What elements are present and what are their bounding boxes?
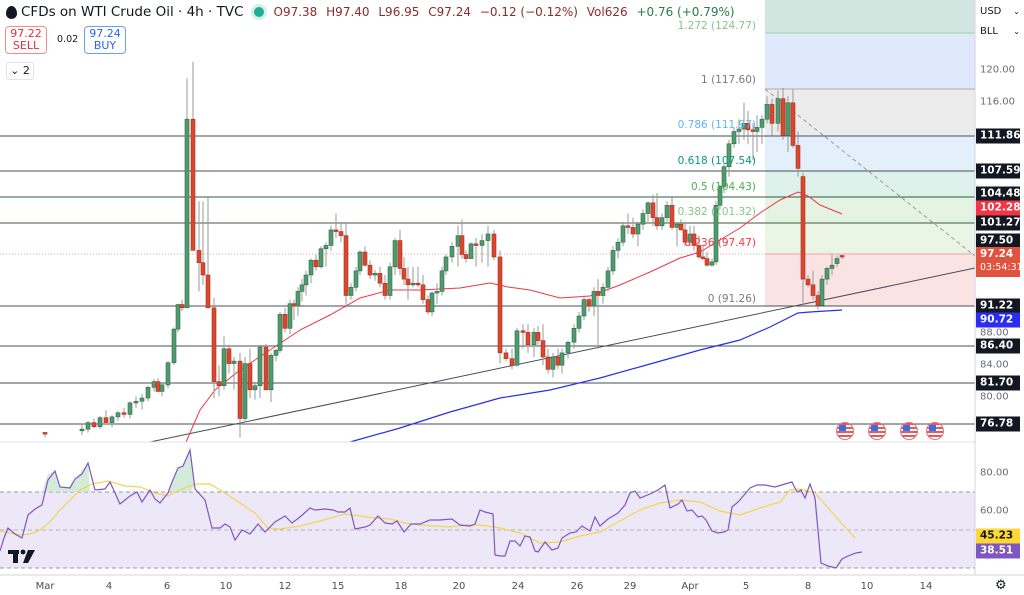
chevron-down-icon: ⌄ xyxy=(1013,27,1020,36)
price-tick-label: 120.00 xyxy=(980,64,1015,76)
rsi-value-tag: 38.51 xyxy=(976,543,1020,559)
chevron-down-icon: ⌄ xyxy=(10,64,20,77)
time-tick-label: 8 xyxy=(804,581,812,592)
us-flag-icon[interactable] xyxy=(836,422,854,440)
price-level-tag: 90.72 xyxy=(976,312,1020,328)
price-level-tag: 81.70 xyxy=(976,375,1020,391)
sell-price: 97.22 xyxy=(10,27,42,40)
tradingview-logo[interactable] xyxy=(8,548,38,569)
currency-selector[interactable]: USD ⌄ xyxy=(976,3,1024,21)
fib-level-label: 1 (117.60) xyxy=(701,74,756,86)
chevron-down-icon: ⌄ xyxy=(1013,7,1020,16)
low-value: L96.95 xyxy=(378,5,420,19)
last-price: 97.24 xyxy=(980,248,1014,260)
sell-label: SELL xyxy=(12,39,40,52)
time-tick-label: 20 xyxy=(452,581,466,592)
unit-label: BLL xyxy=(980,26,999,37)
price-level-tag: 101.27 xyxy=(976,215,1021,231)
sell-button[interactable]: 97.22 SELL xyxy=(5,26,47,54)
oil-drop-icon xyxy=(6,5,17,19)
fib-level-label: 0.382 (101.32) xyxy=(677,206,756,218)
fib-level-label: 0.5 (104.43) xyxy=(691,181,756,193)
symbol-title[interactable]: CFDs on WTI Crude Oil · 4h · TVC xyxy=(21,4,244,20)
indicator-count: 2 xyxy=(22,64,30,77)
fib-level-label: 0.236 (97.47) xyxy=(684,237,756,249)
us-flag-icon[interactable] xyxy=(926,422,944,440)
time-tick-label: 5 xyxy=(742,581,750,592)
price-tick-label: 88.00 xyxy=(980,327,1009,339)
fibonacci-retracement[interactable] xyxy=(764,0,976,306)
close-value: C97.24 xyxy=(428,5,471,19)
indicators-toggle-button[interactable]: ⌄ 2 xyxy=(6,62,34,80)
time-tick-label: 29 xyxy=(623,581,637,592)
bar-countdown: 03:54:31 xyxy=(980,262,1023,273)
price-level-tag: 97.50 xyxy=(976,233,1020,249)
market-status-icon xyxy=(253,7,264,17)
fib-level-label: 0 (91.26) xyxy=(707,293,756,305)
settings-gear-icon[interactable]: ⚙ xyxy=(995,578,1007,593)
rsi-ma-line xyxy=(0,480,856,544)
price-tick-label: 84.00 xyxy=(980,359,1009,371)
price-level-tag: 86.40 xyxy=(976,338,1020,354)
moving-average-short xyxy=(185,191,843,443)
symbol-header: CFDs on WTI Crude Oil · 4h · TVC O97.38 … xyxy=(6,3,740,21)
time-tick-label: 10 xyxy=(860,581,874,592)
price-level-tag: 111.86 xyxy=(976,128,1021,144)
rsi-ma-value-tag: 45.23 xyxy=(976,528,1020,544)
time-tick-label: 10 xyxy=(219,581,233,592)
price-tick-label: 116.00 xyxy=(980,96,1015,108)
currency-label: USD xyxy=(980,6,1002,17)
rsi-tick-label: 60.00 xyxy=(980,505,1009,517)
buy-button[interactable]: 97.24 BUY xyxy=(84,26,126,54)
time-tick-label: Mar xyxy=(35,581,55,592)
rsi-tick-label: 80.00 xyxy=(980,467,1009,479)
buy-price: 97.24 xyxy=(89,27,121,40)
horizontal-levels[interactable] xyxy=(0,135,975,425)
tradingview-logo-icon xyxy=(8,549,35,563)
time-tick-label: 26 xyxy=(570,581,584,592)
time-tick-label: 4 xyxy=(105,581,113,592)
ohlc-values: O97.38 H97.40 L96.95 C97.24 −0.12 (−0.12… xyxy=(274,5,740,19)
fib-level-label: 0.786 (111.97) xyxy=(677,119,756,131)
price-level-tag: 91.22 xyxy=(976,298,1020,314)
time-tick-label: 12 xyxy=(278,581,292,592)
rsi-pane[interactable] xyxy=(0,447,975,569)
open-value: O97.38 xyxy=(273,5,318,19)
fib-level-label: 1.272 (124.77) xyxy=(677,20,756,32)
volume-value: Vol626 xyxy=(586,5,628,19)
time-tick-label: 24 xyxy=(511,581,525,592)
time-tick-label: 15 xyxy=(331,581,345,592)
spread-value: 0.02 xyxy=(57,34,79,45)
candlestick-series xyxy=(42,61,845,438)
high-value: H97.40 xyxy=(326,5,370,19)
price-level-tag: 76.78 xyxy=(976,416,1020,432)
change-value: −0.12 (−0.12%) xyxy=(479,5,578,19)
fib-level-label: 0.618 (107.54) xyxy=(677,155,756,167)
price-level-tag: 107.59 xyxy=(976,163,1021,179)
us-flag-icon[interactable] xyxy=(868,422,886,440)
time-tick-label: 18 xyxy=(394,581,408,592)
last-price-tag: 97.24 03:54:31 xyxy=(976,247,1023,277)
price-level-tag: 104.48 xyxy=(976,186,1021,202)
rsi-line xyxy=(0,447,863,569)
time-tick-label: Apr xyxy=(681,581,699,592)
price-tick-label: 80.00 xyxy=(980,391,1009,403)
price-level-tag: 102.28 xyxy=(976,200,1021,216)
unit-selector[interactable]: BLL ⌄ xyxy=(976,23,1024,41)
time-tick-label: 14 xyxy=(919,581,933,592)
moving-average-long xyxy=(349,309,843,443)
buy-label: BUY xyxy=(93,39,117,52)
time-tick-label: 6 xyxy=(163,581,171,592)
volume-change-value: +0.76 (+0.79%) xyxy=(636,5,735,19)
us-flag-icon[interactable] xyxy=(900,422,918,440)
